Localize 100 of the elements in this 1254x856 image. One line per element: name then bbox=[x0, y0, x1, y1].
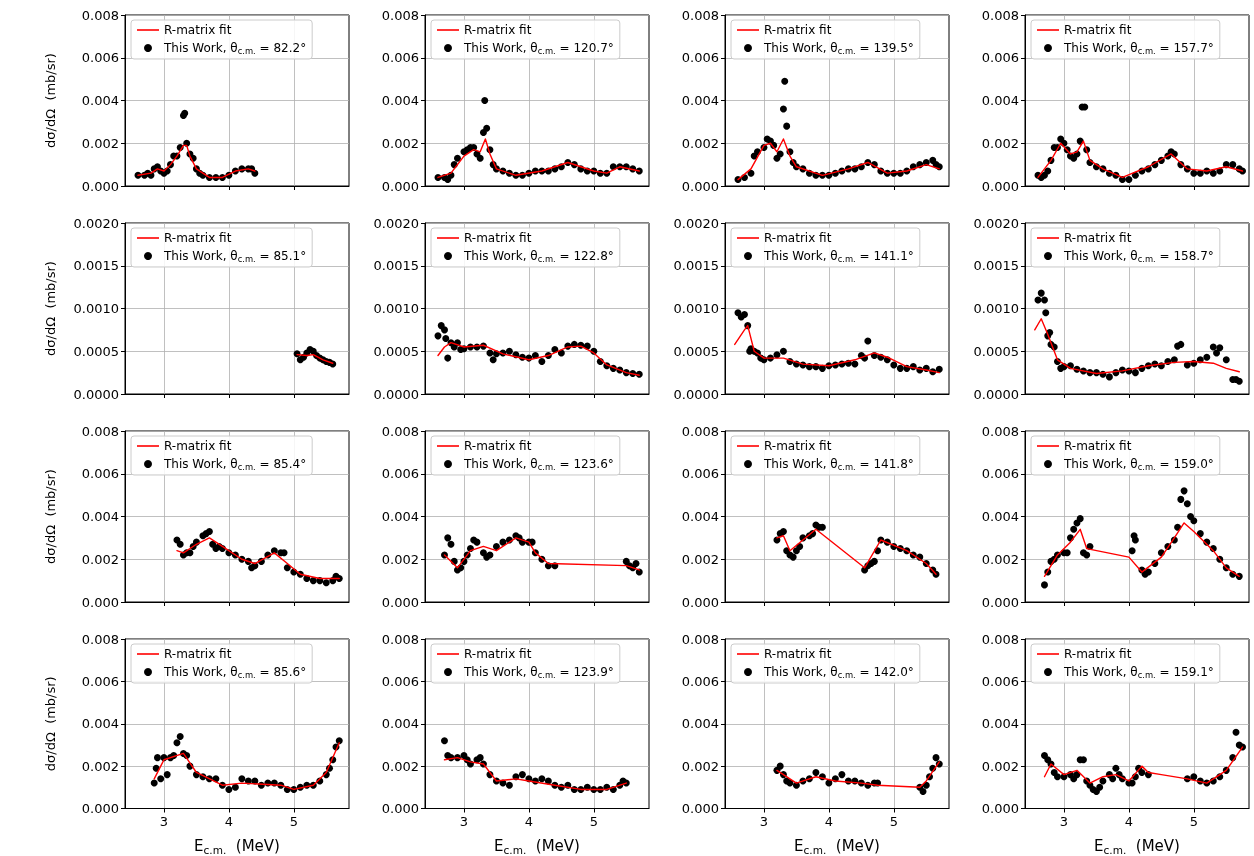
y-tick-label: 0.0015 bbox=[73, 258, 119, 274]
y-tick-label: 0.004 bbox=[981, 716, 1019, 732]
y-axis-title: dσ/dΩ (mb/sr) bbox=[43, 469, 58, 564]
y-tick-label: 0.004 bbox=[681, 93, 719, 108]
legend-label: R-matrix fit bbox=[1064, 439, 1132, 453]
legend-label: R-matrix fit bbox=[164, 439, 232, 453]
y-tick-label: 0.000 bbox=[981, 178, 1019, 194]
y-tick-label: 0.002 bbox=[81, 758, 119, 774]
x-tick-label: 5 bbox=[289, 813, 298, 829]
y-tick-label: 0.004 bbox=[81, 716, 119, 732]
y-tick-label: 0.000 bbox=[681, 594, 719, 610]
legend-label: R-matrix fit bbox=[164, 23, 232, 37]
y-tick-label: 0.002 bbox=[681, 135, 719, 151]
y-tick-label: 0.002 bbox=[81, 551, 119, 567]
y-tick-label: 0.0015 bbox=[973, 258, 1019, 274]
legend-label: R-matrix fit bbox=[464, 231, 532, 245]
legend-label: R-matrix fit bbox=[764, 231, 832, 245]
y-tick-label: 0.006 bbox=[381, 466, 419, 482]
y-tick-label: 0.0020 bbox=[373, 215, 419, 231]
y-tick-label: 0.008 bbox=[981, 423, 1019, 439]
legend-label: R-matrix fit bbox=[164, 231, 232, 245]
y-tick-label: 0.000 bbox=[981, 801, 1019, 816]
y-tick-label: 0.008 bbox=[681, 7, 719, 23]
y-tick-label: 0.000 bbox=[81, 801, 119, 816]
y-tick-label: 0.006 bbox=[81, 50, 119, 66]
y-tick-label: 0.0010 bbox=[673, 301, 719, 316]
y-tick-label: 0.002 bbox=[981, 758, 1019, 774]
y-tick-label: 0.008 bbox=[681, 631, 719, 647]
y-tick-label: 0.004 bbox=[681, 716, 719, 732]
legend-label: R-matrix fit bbox=[764, 647, 832, 661]
y-tick-label: 0.0010 bbox=[373, 301, 419, 316]
y-axis-title: dσ/dΩ (mb/sr) bbox=[43, 261, 58, 356]
y-tick-label: 0.004 bbox=[981, 509, 1019, 524]
x-tick-label: 4 bbox=[524, 813, 534, 829]
x-tick-label: 3 bbox=[1059, 813, 1069, 829]
y-tick-label: 0.008 bbox=[81, 7, 119, 23]
y-tick-label: 0.0005 bbox=[673, 343, 719, 359]
y-tick-label: 0.002 bbox=[381, 758, 419, 774]
y-tick-label: 0.008 bbox=[81, 423, 119, 439]
y-tick-label: 0.0005 bbox=[373, 343, 419, 359]
y-tick-label: 0.000 bbox=[81, 594, 119, 610]
y-tick-label: 0.0020 bbox=[73, 215, 119, 231]
y-tick-label: 0.006 bbox=[981, 466, 1019, 482]
x-tick-label: 3 bbox=[459, 813, 469, 829]
x-tick-label: 3 bbox=[759, 813, 769, 829]
legend-label: R-matrix fit bbox=[1064, 23, 1132, 37]
y-tick-label: 0.008 bbox=[981, 7, 1019, 23]
y-tick-label: 0.002 bbox=[681, 758, 719, 774]
legend-label: R-matrix fit bbox=[1064, 231, 1132, 245]
y-tick-label: 0.004 bbox=[381, 716, 419, 732]
y-tick-label: 0.0000 bbox=[73, 386, 119, 402]
y-tick-label: 0.002 bbox=[981, 135, 1019, 151]
y-tick-label: 0.006 bbox=[81, 466, 119, 482]
y-tick-label: 0.0020 bbox=[973, 215, 1019, 231]
y-tick-label: 0.0000 bbox=[373, 386, 419, 402]
y-tick-label: 0.002 bbox=[381, 551, 419, 567]
y-tick-label: 0.002 bbox=[981, 551, 1019, 567]
y-tick-label: 0.004 bbox=[381, 93, 419, 108]
legend-label: R-matrix fit bbox=[764, 439, 832, 453]
y-tick-label: 0.002 bbox=[81, 135, 119, 151]
y-tick-label: 0.004 bbox=[681, 509, 719, 524]
x-tick-label: 4 bbox=[224, 813, 234, 829]
y-tick-label: 0.0010 bbox=[973, 301, 1019, 316]
y-tick-label: 0.002 bbox=[381, 135, 419, 151]
y-tick-label: 0.0000 bbox=[673, 386, 719, 402]
x-tick-label: 5 bbox=[889, 813, 898, 829]
legend-label: R-matrix fit bbox=[764, 23, 832, 37]
y-tick-label: 0.000 bbox=[381, 801, 419, 816]
y-tick-label: 0.008 bbox=[981, 631, 1019, 647]
y-tick-label: 0.000 bbox=[681, 178, 719, 194]
x-tick-label: 3 bbox=[159, 813, 169, 829]
y-tick-label: 0.000 bbox=[81, 178, 119, 194]
x-tick-label: 4 bbox=[1124, 813, 1134, 829]
legend-label: R-matrix fit bbox=[464, 23, 532, 37]
y-tick-label: 0.006 bbox=[681, 50, 719, 66]
y-tick-label: 0.0020 bbox=[673, 215, 719, 231]
legend-label: R-matrix fit bbox=[1064, 647, 1132, 661]
y-tick-label: 0.004 bbox=[381, 509, 419, 524]
y-tick-label: 0.000 bbox=[681, 801, 719, 816]
y-tick-label: 0.004 bbox=[981, 93, 1019, 108]
y-tick-label: 0.0015 bbox=[373, 258, 419, 274]
y-tick-label: 0.0010 bbox=[73, 301, 119, 316]
y-tick-label: 0.0005 bbox=[73, 343, 119, 359]
y-tick-label: 0.004 bbox=[81, 93, 119, 108]
x-tick-label: 4 bbox=[824, 813, 834, 829]
y-tick-label: 0.000 bbox=[981, 594, 1019, 610]
y-tick-label: 0.006 bbox=[381, 673, 419, 689]
y-tick-label: 0.000 bbox=[381, 594, 419, 610]
legend-label: R-matrix fit bbox=[164, 647, 232, 661]
y-tick-label: 0.0000 bbox=[973, 386, 1019, 402]
y-tick-label: 0.004 bbox=[81, 509, 119, 524]
legend-label: R-matrix fit bbox=[464, 439, 532, 453]
y-tick-label: 0.006 bbox=[81, 673, 119, 689]
y-tick-label: 0.008 bbox=[381, 7, 419, 23]
y-tick-label: 0.008 bbox=[381, 631, 419, 647]
legend-label: R-matrix fit bbox=[464, 647, 532, 661]
x-tick-label: 5 bbox=[1189, 813, 1198, 829]
x-tick-label: 5 bbox=[589, 813, 598, 829]
y-tick-label: 0.006 bbox=[381, 50, 419, 66]
y-axis-title: dσ/dΩ (mb/sr) bbox=[43, 676, 58, 772]
